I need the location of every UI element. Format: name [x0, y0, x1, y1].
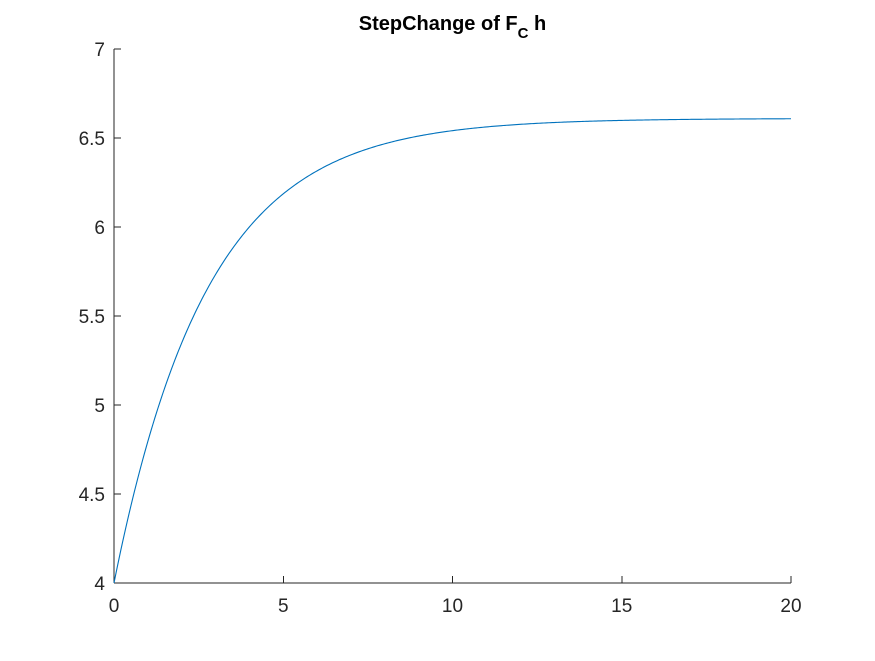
title-layer: StepChange of FC h [359, 13, 547, 42]
y-tick-label: 4.5 [79, 485, 105, 506]
series-layer [113, 118, 792, 584]
x-tick-label: 20 [780, 596, 801, 617]
y-tick-label: 4 [94, 574, 105, 595]
x-tick-label: 15 [611, 596, 632, 617]
y-tick-label: 6 [94, 218, 105, 239]
chart-title-subscript: C [518, 25, 529, 42]
y-tick-label: 5.5 [79, 307, 105, 328]
chart-title-suffix: h [528, 13, 546, 35]
y-tick-label: 5 [94, 396, 105, 417]
chart-title: StepChange of FC h [359, 13, 547, 42]
axes: 0 5 10 15 20 4 4.5 5 5.5 6 6.5 7 [79, 40, 802, 617]
series-line [113, 118, 792, 584]
x-tick-label: 0 [109, 596, 120, 617]
x-tick-label: 10 [442, 596, 463, 617]
x-tick-label: 5 [278, 596, 289, 617]
y-tick-label: 6.5 [79, 129, 105, 150]
y-tick-label: 7 [94, 40, 105, 61]
chart-title-main: StepChange of F [359, 13, 518, 35]
